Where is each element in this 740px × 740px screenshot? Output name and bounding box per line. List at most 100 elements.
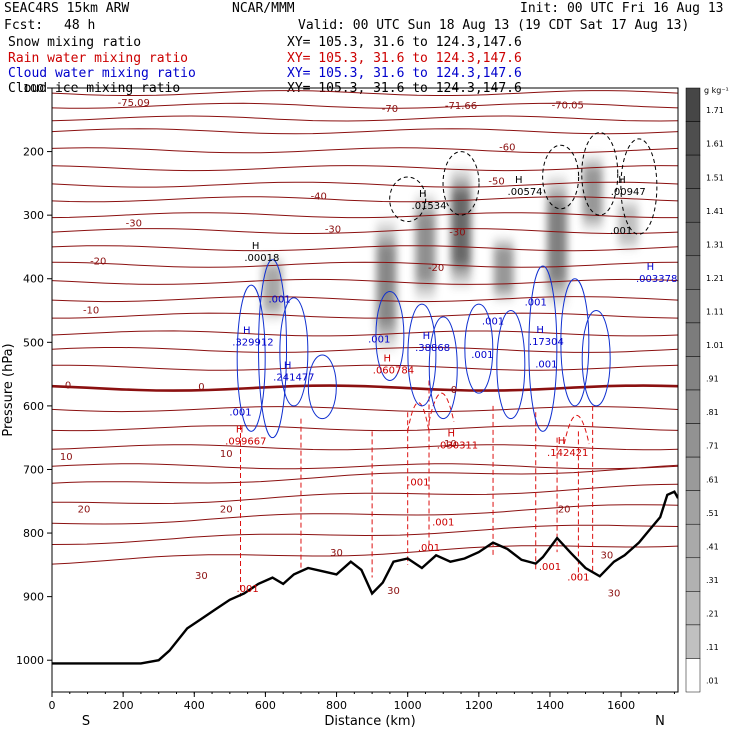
x-tick-label: 1200 bbox=[465, 699, 493, 712]
cloud-water-contour bbox=[528, 265, 558, 432]
isotherm-line bbox=[52, 406, 678, 413]
field-xy-cloud-water: XY= 105.3, 31.6 to 124.3,147.6 bbox=[287, 66, 522, 81]
contour-label: .001 bbox=[432, 517, 454, 528]
field-name-rain: Rain water mixing ratio bbox=[8, 51, 189, 66]
cloud-water-contour bbox=[236, 284, 266, 432]
max-label: .329912 bbox=[232, 337, 273, 348]
isotherm-label: -71.66 bbox=[445, 101, 477, 112]
plot-frame bbox=[51, 87, 679, 693]
isotherm-label: 30 bbox=[330, 548, 343, 559]
x-tick-label: 400 bbox=[184, 699, 205, 712]
y-tick-label: 500 bbox=[23, 336, 44, 349]
cloud-ice-shading bbox=[262, 151, 639, 356]
colorbar-swatch bbox=[685, 255, 701, 290]
contour-label: .001 bbox=[567, 573, 589, 584]
max-marker: H bbox=[536, 325, 544, 336]
colorbar-swatch bbox=[685, 188, 701, 223]
isotherm-line bbox=[52, 347, 678, 353]
y-tick-label: 1000 bbox=[16, 654, 44, 667]
isotherm-label: -20 bbox=[90, 257, 106, 268]
colorbar-swatch bbox=[685, 154, 701, 189]
isotherm-label: -75.09 bbox=[118, 98, 150, 109]
field-name-cloud-water: Cloud water mixing ratio bbox=[8, 66, 196, 81]
isotherm-line bbox=[52, 312, 678, 319]
x-tick-label: 800 bbox=[326, 699, 347, 712]
isotherm-label: 20 bbox=[78, 505, 91, 516]
y-tick-label: 300 bbox=[23, 209, 44, 222]
snow-contours bbox=[389, 132, 658, 235]
colorbar-swatch bbox=[685, 423, 701, 458]
cloud-water-contours bbox=[236, 259, 611, 439]
contour-label: .001 bbox=[539, 562, 561, 573]
isotherms bbox=[52, 90, 678, 565]
isotherm-line bbox=[52, 504, 678, 525]
isotherm-line bbox=[52, 545, 678, 565]
ice-column bbox=[415, 189, 436, 305]
organization: NCAR/MMM bbox=[232, 1, 295, 16]
field-xy-rain: XY= 105.3, 31.6 to 124.3,147.6 bbox=[287, 51, 522, 66]
y-tick-label: 900 bbox=[23, 591, 44, 604]
y-tick-label: 600 bbox=[23, 400, 44, 413]
max-marker: H bbox=[252, 241, 260, 252]
cloud-water-contour bbox=[428, 316, 458, 420]
rain-water-contours bbox=[240, 380, 594, 597]
max-label: .099667 bbox=[225, 437, 266, 448]
rain-contour bbox=[428, 392, 455, 422]
y-tick-label: 800 bbox=[23, 527, 44, 540]
isotherm-label: 20 bbox=[558, 505, 571, 516]
isotherm-line bbox=[52, 102, 678, 109]
y-axis-title: Pressure (hPa) bbox=[1, 343, 16, 436]
freezing-level-line bbox=[52, 384, 678, 392]
ice-column bbox=[618, 196, 639, 254]
snow-contour bbox=[542, 144, 580, 210]
max-marker: H bbox=[383, 353, 391, 364]
x-axis-title: Distance (km) bbox=[324, 714, 415, 729]
isotherm-label: 30 bbox=[195, 571, 208, 582]
isotherm-label: -30 bbox=[449, 228, 465, 239]
colorbar-label: .31 bbox=[706, 576, 719, 585]
colorbar-label: .51 bbox=[706, 509, 719, 518]
colorbar-label: 1.21 bbox=[706, 274, 724, 283]
isotherm-line bbox=[52, 128, 678, 135]
rain-contour bbox=[407, 402, 430, 432]
max-marker: H bbox=[618, 175, 626, 186]
isotherm-label: -70.05 bbox=[552, 100, 584, 111]
isotherm-label: -40 bbox=[311, 191, 327, 202]
ice-column bbox=[376, 215, 397, 356]
max-marker: H bbox=[515, 175, 523, 186]
max-label: .01534 bbox=[412, 201, 447, 212]
max-marker: H bbox=[647, 262, 655, 273]
contour-label: .001 bbox=[236, 584, 258, 595]
colorbar-swatch bbox=[685, 591, 701, 626]
cloud-water-contour bbox=[496, 310, 526, 420]
isotherm-line bbox=[52, 181, 678, 188]
colorbar-swatch bbox=[685, 557, 701, 592]
max-label: .030311 bbox=[437, 440, 478, 451]
isotherm-line bbox=[52, 90, 678, 96]
y-tick-label: 200 bbox=[23, 146, 44, 159]
isotherm-line bbox=[52, 228, 678, 234]
cloud-water-contour bbox=[581, 310, 611, 407]
isotherm-label: -30 bbox=[325, 224, 341, 235]
colorbar: 1.71 1.61 1.51 1.41 1.31 1.21 1.11 1.01 .91 .81 .7… bbox=[685, 87, 724, 693]
contour-label: .001 bbox=[525, 297, 547, 308]
isotherm-label: -30 bbox=[126, 219, 142, 230]
field-name-snow: Snow mixing ratio bbox=[8, 35, 142, 50]
isotherm-label: -60 bbox=[499, 142, 515, 153]
contour-label: .001 bbox=[368, 334, 390, 345]
ice-column bbox=[493, 234, 514, 305]
axes: 0 200 400 600 800 1000 1200 1400 160010020030040… bbox=[16, 82, 675, 712]
max-label: .241477 bbox=[273, 372, 314, 383]
isotherm-line bbox=[52, 245, 678, 252]
isotherm-line bbox=[52, 165, 678, 172]
isotherm-label: 10 bbox=[444, 439, 457, 450]
isotherm-line bbox=[52, 147, 678, 154]
max-marker: H bbox=[558, 436, 566, 447]
max-label: .00947 bbox=[611, 187, 646, 198]
colorbar-swatch bbox=[685, 523, 701, 559]
max-label: .17304 bbox=[529, 337, 564, 348]
contour-label: .001 bbox=[229, 407, 251, 418]
isotherm-line bbox=[52, 444, 678, 451]
max-marker: H bbox=[419, 189, 427, 200]
cloud-water-contour bbox=[375, 290, 405, 381]
